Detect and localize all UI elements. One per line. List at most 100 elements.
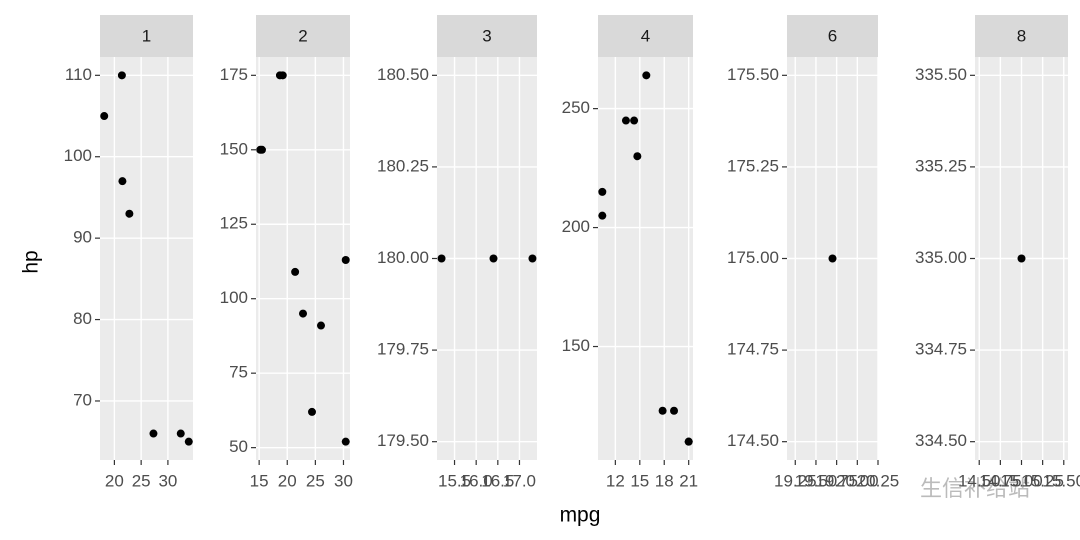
strip xyxy=(256,15,350,57)
y-tick-label: 174.75 xyxy=(727,340,779,359)
x-tick-label: 25 xyxy=(132,471,151,490)
strip xyxy=(787,15,878,57)
strip xyxy=(437,15,537,57)
strip-label: 1 xyxy=(142,26,151,45)
point xyxy=(633,152,642,161)
y-tick-label: 125 xyxy=(220,214,248,233)
y-tick-label: 75 xyxy=(229,363,248,382)
strip-label: 4 xyxy=(641,26,650,45)
point xyxy=(437,254,446,263)
x-tick-label: 19.25 xyxy=(774,471,817,490)
point xyxy=(630,116,639,125)
y-tick-label: 175 xyxy=(220,65,248,84)
y-tick-label: 174.50 xyxy=(727,431,779,450)
x-tick-label: 14.50 xyxy=(958,471,1001,490)
y-tick-label: 200 xyxy=(562,217,590,236)
x-tick-label: 16.5 xyxy=(481,471,514,490)
point xyxy=(176,429,185,438)
y-tick-label: 180.50 xyxy=(377,65,429,84)
point xyxy=(528,254,537,263)
point xyxy=(1017,254,1026,263)
y-tick-label: 179.75 xyxy=(377,340,429,359)
x-tick-label: 30 xyxy=(334,471,353,490)
strip-label: 2 xyxy=(298,26,307,45)
point xyxy=(278,71,287,80)
point xyxy=(598,211,607,220)
watermark: 生信补给站 xyxy=(920,476,1030,501)
x-tick-label: 14.75 xyxy=(979,471,1022,490)
point xyxy=(341,437,350,446)
strip-label: 8 xyxy=(1017,26,1026,45)
point xyxy=(299,309,307,318)
y-tick-label: 334.75 xyxy=(915,340,967,359)
point xyxy=(125,209,134,218)
point xyxy=(489,254,498,263)
point xyxy=(670,406,679,415)
point xyxy=(307,407,316,416)
x-tick-label: 19.75 xyxy=(815,471,858,490)
x-tick-label: 15.5 xyxy=(438,471,471,490)
y-tick-label: 70 xyxy=(73,390,92,409)
x-tick-label: 15.50 xyxy=(1042,471,1080,490)
y-tick-label: 50 xyxy=(229,437,248,456)
x-tick-label: 25 xyxy=(306,471,325,490)
y-tick-label: 110 xyxy=(65,65,92,84)
y-tick-label: 335.25 xyxy=(915,156,967,175)
x-tick-label: 20 xyxy=(278,471,297,490)
point xyxy=(642,71,651,80)
y-tick-label: 250 xyxy=(562,98,590,117)
y-tick-label: 180.25 xyxy=(377,156,429,175)
y-tick-label: 100 xyxy=(220,288,248,307)
point xyxy=(184,437,193,446)
point xyxy=(621,116,630,125)
y-tick-label: 179.50 xyxy=(377,431,429,450)
x-tick-label: 21 xyxy=(679,471,698,490)
strip-label: 3 xyxy=(482,26,491,45)
y-tick-label: 80 xyxy=(73,309,92,328)
x-tick-label: 20 xyxy=(105,471,124,490)
y-tick-label: 335.50 xyxy=(915,65,967,84)
point xyxy=(291,267,300,276)
point xyxy=(598,187,607,196)
y-tick-label: 175.50 xyxy=(727,65,779,84)
x-tick-label: 16.0 xyxy=(460,471,493,490)
x-tick-label: 20.00 xyxy=(836,471,879,490)
panel-background xyxy=(598,57,693,460)
point xyxy=(658,406,667,415)
y-tick-label: 90 xyxy=(73,228,92,247)
point xyxy=(316,321,325,330)
x-tick-label: 15 xyxy=(250,471,269,490)
x-tick-label: 12 xyxy=(606,471,625,490)
y-tick-label: 175.00 xyxy=(727,248,779,267)
y-tick-label: 335.00 xyxy=(915,248,967,267)
x-tick-label: 30 xyxy=(158,471,177,490)
point xyxy=(100,112,109,121)
x-tick-label: 15 xyxy=(630,471,649,490)
point xyxy=(684,437,693,446)
panel-background xyxy=(256,57,350,460)
x-tick-label: 15.00 xyxy=(1000,471,1043,490)
point xyxy=(341,255,350,264)
y-tick-label: 334.50 xyxy=(915,431,967,450)
x-tick-label: 15.25 xyxy=(1021,471,1064,490)
strip xyxy=(100,15,193,57)
x-tick-label: 18 xyxy=(655,471,674,490)
strip-label: 6 xyxy=(828,26,837,45)
y-axis-label: hp xyxy=(20,250,43,273)
x-tick-label: 19.50 xyxy=(795,471,838,490)
x-tick-label: 17.0 xyxy=(503,471,536,490)
y-tick-label: 150 xyxy=(562,336,590,355)
x-axis-label: mpg xyxy=(560,504,601,527)
point xyxy=(149,429,158,438)
point xyxy=(828,254,837,263)
y-tick-label: 100 xyxy=(64,146,92,165)
point xyxy=(256,145,265,154)
x-tick-label: 20.25 xyxy=(857,471,900,490)
panel-background xyxy=(100,57,193,460)
y-tick-label: 180.00 xyxy=(377,248,429,267)
y-tick-label: 175.25 xyxy=(727,156,779,175)
point xyxy=(118,177,127,186)
strip xyxy=(975,15,1068,57)
strip xyxy=(598,15,693,57)
